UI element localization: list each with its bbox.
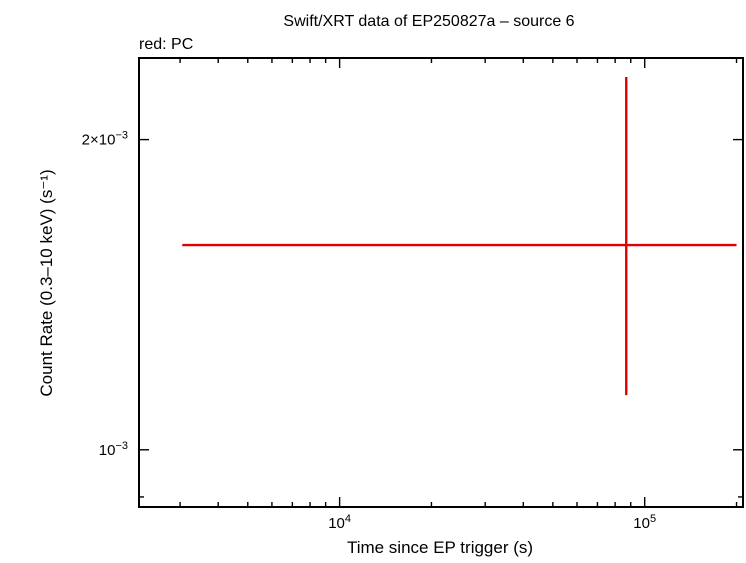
- y-tick-label: 10−3: [99, 440, 128, 459]
- x-tick-label: 104: [328, 513, 351, 532]
- chart-subtitle: red: PC: [139, 36, 193, 53]
- y-tick-label: 2×10−3: [82, 130, 128, 149]
- x-axis-label: Time since EP trigger (s): [347, 538, 533, 557]
- axis-ticks: [139, 58, 743, 507]
- series-layer: [182, 77, 737, 396]
- tick-labels: 104 105 2×10−3 10−3: [82, 130, 656, 532]
- plot-frame: [138, 57, 744, 508]
- chart-title: Swift/XRT data of EP250827a – source 6: [283, 13, 574, 30]
- y-axis-label: Count Rate (0.3–10 keV) (s⁻¹): [37, 169, 56, 396]
- x-tick-label: 105: [633, 513, 656, 532]
